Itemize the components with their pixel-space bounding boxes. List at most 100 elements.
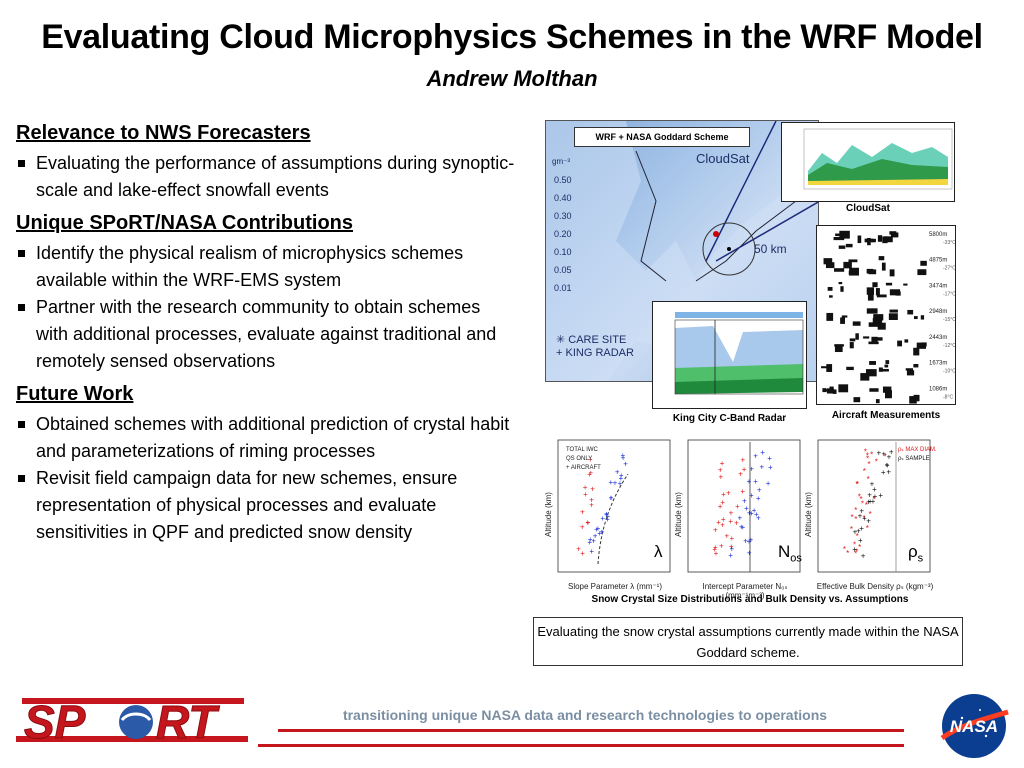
data-point: + bbox=[873, 492, 878, 501]
aircraft-altitude-label: 1673m bbox=[929, 361, 947, 367]
data-point: + bbox=[729, 542, 734, 551]
data-point: + bbox=[887, 453, 892, 462]
data-point: + bbox=[725, 532, 730, 541]
symbol-subscript: s bbox=[917, 552, 924, 565]
bullet-item: Evaluating the performance of assumption… bbox=[16, 150, 516, 204]
data-point: + bbox=[728, 517, 733, 526]
data-point: + bbox=[747, 549, 752, 558]
particle-image bbox=[877, 235, 883, 242]
data-point: + bbox=[597, 529, 602, 538]
data-point: + bbox=[756, 514, 761, 523]
legend-entry: TOTAL IWC bbox=[566, 447, 598, 453]
snow-scatter-plot: ++++++++++++++++++++++++++++++++++++++++ bbox=[557, 439, 671, 573]
particle-image bbox=[846, 366, 854, 371]
particle-image bbox=[826, 388, 834, 394]
aircraft-temperature-label: -15°C bbox=[943, 317, 956, 323]
particle-image bbox=[920, 260, 927, 266]
data-point: + bbox=[885, 461, 890, 470]
qs-only-line bbox=[597, 473, 629, 565]
snow-scatter-plot: ++++++++++++++++++++++++++++++++++++++++… bbox=[687, 439, 801, 573]
bullet-item: Obtained schemes with additional predict… bbox=[16, 411, 516, 465]
data-point: + bbox=[621, 451, 626, 460]
data-point: * bbox=[867, 475, 870, 484]
data-point: + bbox=[594, 525, 599, 534]
legend-entry: ρₛ SAMPLE bbox=[898, 456, 930, 462]
data-point: + bbox=[591, 537, 596, 546]
particle-image bbox=[821, 366, 828, 369]
data-point: + bbox=[756, 494, 761, 503]
nasa-logo: NASA bbox=[932, 690, 1016, 762]
data-point: + bbox=[743, 536, 748, 545]
data-point: + bbox=[859, 506, 864, 515]
data-point: + bbox=[718, 472, 723, 481]
particle-image bbox=[838, 384, 849, 393]
data-point: + bbox=[742, 465, 747, 474]
data-point: * bbox=[872, 495, 875, 504]
data-point: + bbox=[859, 524, 864, 533]
king-radar-row: + KING RADAR bbox=[556, 347, 634, 359]
data-point: + bbox=[744, 504, 749, 513]
data-point: * bbox=[858, 493, 861, 502]
map-units-label: gm⁻³ bbox=[552, 157, 570, 166]
particle-image bbox=[875, 288, 880, 296]
legend-entry: QS ONLY bbox=[566, 456, 593, 462]
aircraft-inset: 5800m -33°C 4875m -27°C 3474m -17°C 2948m -15°C… bbox=[816, 225, 956, 405]
plot-frame bbox=[557, 439, 671, 573]
data-point: + bbox=[719, 541, 724, 550]
particle-image bbox=[884, 391, 892, 399]
data-point: + bbox=[613, 478, 618, 487]
data-point: * bbox=[846, 549, 849, 558]
data-point: + bbox=[619, 471, 624, 480]
data-point: + bbox=[889, 448, 894, 457]
particle-image bbox=[906, 370, 915, 376]
data-point: + bbox=[590, 484, 595, 493]
particle-image bbox=[904, 339, 909, 343]
snow-scatter-plot: ** **** ************************++++++++++… bbox=[817, 439, 931, 573]
care-site-label: CARE SITE bbox=[568, 334, 627, 346]
data-point: + bbox=[576, 545, 581, 554]
particle-image bbox=[845, 243, 853, 248]
particle-image bbox=[875, 399, 880, 404]
bullet-item: Identify the physical realism of microph… bbox=[16, 240, 516, 294]
data-point: + bbox=[593, 531, 598, 540]
cloudsat-inset bbox=[781, 122, 955, 202]
data-point: + bbox=[600, 528, 605, 537]
bullet-item: Revisit field campaign data for new sche… bbox=[16, 465, 516, 546]
data-point: + bbox=[852, 545, 857, 554]
data-point: + bbox=[870, 480, 875, 489]
particle-image bbox=[869, 388, 879, 392]
plot-y-axis-label: Altitude (km) bbox=[803, 492, 813, 537]
nasa-meatball-icon: NASA bbox=[940, 694, 1009, 758]
aircraft-altitude-label: 1086m bbox=[929, 386, 947, 392]
symbol-subscript: os bbox=[790, 552, 802, 565]
data-point: + bbox=[589, 469, 594, 478]
data-point: + bbox=[716, 518, 721, 527]
data-point: * bbox=[861, 500, 864, 509]
particle-image bbox=[840, 286, 844, 292]
data-point: + bbox=[741, 523, 746, 532]
particle-image bbox=[833, 236, 845, 241]
data-point: + bbox=[749, 464, 754, 473]
map-legend-value: 0.30 bbox=[554, 211, 572, 221]
particle-image bbox=[897, 340, 903, 347]
particle-image bbox=[905, 368, 914, 371]
footer-rule-top bbox=[278, 729, 904, 732]
aircraft-temperature-label: -12°C bbox=[943, 343, 956, 349]
data-point: + bbox=[767, 454, 772, 463]
data-point: + bbox=[583, 490, 588, 499]
data-point: * bbox=[867, 460, 870, 469]
data-point: + bbox=[740, 487, 745, 496]
data-point: + bbox=[734, 519, 739, 528]
symbol-main: ρ bbox=[908, 542, 918, 561]
care-site-row: ✳ CARE SITE bbox=[556, 333, 626, 346]
data-point: + bbox=[866, 517, 871, 526]
map-cloudsat-label: CloudSat bbox=[696, 151, 750, 166]
data-point: + bbox=[606, 512, 611, 521]
footer-rule-bottom bbox=[258, 744, 904, 747]
particle-image bbox=[873, 314, 884, 321]
data-point: + bbox=[862, 514, 867, 523]
data-point: + bbox=[580, 508, 585, 517]
aircraft-caption: Aircraft Measurements bbox=[831, 410, 941, 421]
particle-image bbox=[852, 321, 861, 326]
data-point: * bbox=[863, 467, 866, 476]
